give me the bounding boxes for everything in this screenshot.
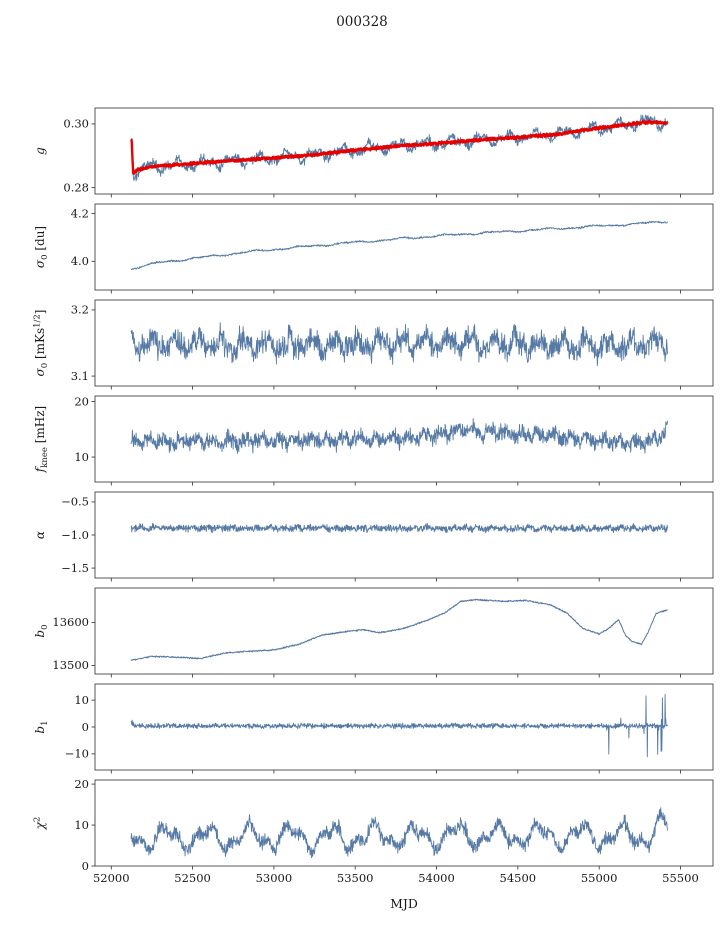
chart-title: 000328 (336, 14, 388, 30)
panel-chi2: 52000 52500 53000 53500 54000 54500 55000 55500… (33, 777, 714, 885)
y-tick-label: 13500 (52, 658, 89, 672)
y-axis-label: fknee [mHz] (33, 406, 50, 473)
x-tick-label: 53500 (337, 871, 374, 885)
y-tick-label: −1.0 (61, 528, 89, 542)
y-axis-label: σ0 [du] (33, 226, 50, 268)
y-axis-label: b1 (33, 720, 50, 733)
y-axis-label: g (33, 147, 47, 155)
y-tick-label: 3.1 (71, 369, 89, 383)
y-tick-label: −1.5 (61, 561, 89, 575)
panels-group: 0.28 0.30 g 4.0 4.2 σ0 [du] 3.1 3.2 σ0 [mKs1/2] 1… (33, 107, 714, 885)
panel-f-knee: 10 20 fknee [mHz] (33, 394, 714, 486)
series-data (130, 418, 668, 454)
x-tick-label: 52000 (93, 871, 130, 885)
x-axis-label: MJD (390, 896, 418, 911)
y-tick-label: 10 (74, 450, 89, 464)
panel-alpha: −0.5 −1.0 −1.5 α (33, 491, 714, 582)
x-tick-label: 53000 (256, 871, 293, 885)
y-tick-label: 10 (74, 818, 89, 832)
panel-sigma0-mks: 3.1 3.2 σ0 [mKs1/2] (33, 299, 714, 390)
series-data (130, 694, 668, 758)
x-tick-label: 55000 (581, 871, 618, 885)
series-data (130, 322, 668, 367)
panel-sigma0-du: 4.0 4.2 σ0 [du] (33, 203, 714, 294)
y-axis-label: σ0 [mKs1/2] (33, 310, 51, 377)
y-axis-label: χ2 (33, 817, 48, 831)
y-axis-label: α (33, 531, 47, 539)
axes-frame (94, 203, 714, 291)
series-data (130, 523, 668, 534)
axes-frame (94, 107, 714, 195)
y-tick-label: −0.5 (61, 495, 89, 509)
y-tick-label: 10 (74, 693, 89, 707)
x-tick-label: 55500 (662, 871, 699, 885)
y-tick-label: 13600 (52, 615, 89, 629)
y-tick-label: 3.2 (71, 303, 89, 317)
axes-frame (94, 395, 714, 483)
panel-b1: −10 0 10 b1 (33, 683, 714, 774)
y-tick-label: 20 (74, 777, 89, 791)
series-data (130, 598, 668, 661)
x-tick-label: 54500 (500, 871, 537, 885)
series-fit (130, 119, 669, 176)
axes-frame (94, 491, 714, 579)
axes-frame (94, 779, 714, 867)
y-tick-label: 4.0 (71, 254, 89, 268)
series-data (130, 807, 668, 859)
y-tick-label: 0.28 (63, 180, 89, 194)
y-tick-label: 0 (82, 859, 89, 873)
y-tick-label: 0.30 (63, 117, 89, 131)
x-tick-label: 52500 (174, 871, 211, 885)
x-tick-label: 54000 (418, 871, 455, 885)
y-axis-label: b0 (33, 624, 50, 637)
y-tick-label: 20 (74, 394, 89, 408)
y-tick-label: 4.2 (71, 206, 89, 220)
axes-frame (94, 587, 714, 675)
axes-frame (94, 299, 714, 387)
y-tick-label: 0 (82, 720, 89, 734)
panel-g: 0.28 0.30 g (33, 107, 714, 198)
y-tick-label: −10 (65, 747, 89, 761)
series-data (130, 220, 668, 270)
series-data (130, 114, 668, 182)
